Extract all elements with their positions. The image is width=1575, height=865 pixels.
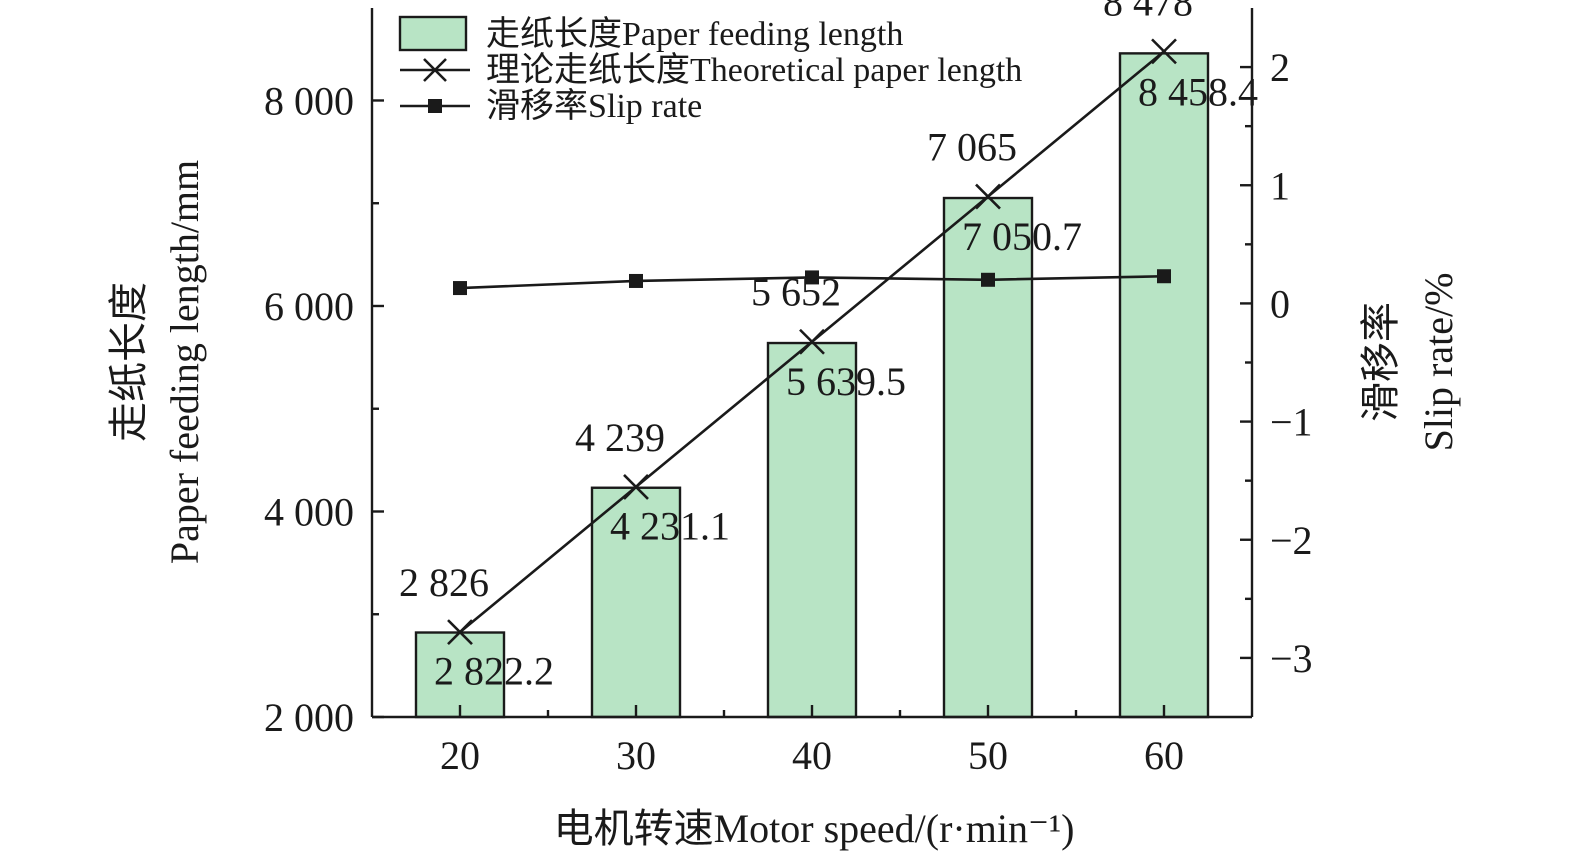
bar-label-50: 7 050.7 xyxy=(962,214,1082,259)
y2-tick-label: −3 xyxy=(1270,636,1313,681)
bar-30 xyxy=(590,486,682,719)
bar-label-20: 2 822.2 xyxy=(434,649,554,694)
theoretical-label-40: 5 652 xyxy=(751,270,841,315)
legend-bar-label: 走纸长度Paper feeding length xyxy=(486,15,903,53)
y2-axis-title-cn: 滑移率 xyxy=(1358,302,1403,422)
x-axis-title: 电机转速Motor speed/(r·min⁻¹) xyxy=(554,806,1075,851)
legend: 走纸长度Paper feeding length理论走纸长度Theoretica… xyxy=(398,15,1022,125)
y-tick-label: 2 000 xyxy=(264,695,354,740)
x-marker-stroke xyxy=(447,619,473,646)
bar-20 xyxy=(414,631,506,719)
y2-tick-label: −1 xyxy=(1270,400,1313,445)
x-marker-stroke xyxy=(1151,38,1177,65)
x-tick-label: 30 xyxy=(616,733,656,778)
x-tick-label: 20 xyxy=(440,733,480,778)
legend-square-marker xyxy=(428,99,442,113)
y2-tick-label: 0 xyxy=(1270,281,1290,326)
bar-label-30: 4 231.1 xyxy=(610,504,730,549)
legend-slip-label: 滑移率Slip rate xyxy=(486,87,702,125)
x-tick-label: 40 xyxy=(792,733,832,778)
lines-layer xyxy=(447,38,1177,646)
theoretical-label-60: 8 478 xyxy=(1103,0,1193,24)
y-axis-title-en: Paper feeding length/mm xyxy=(162,160,207,564)
y2-tick-label: 2 xyxy=(1270,45,1290,90)
axes-layer: 2 000 4 000 6 000 8 000 −3 −2 −1 0 1 2 20 30 40 50 60 电… xyxy=(106,8,1461,851)
y-tick-label: 8 000 xyxy=(264,78,354,123)
legend-theoretical-label: 理论走纸长度Theoretical paper length xyxy=(486,51,1022,89)
theoretical-point-40 xyxy=(799,328,825,355)
y2-axis-title-en: Slip rate/% xyxy=(1416,273,1461,452)
slip-rate-point-40 xyxy=(805,270,819,285)
theoretical-label-50: 7 065 xyxy=(927,125,1017,170)
labels-layer: 2 826 4 239 5 652 7 065 8 478 2 822.2 4 231.1 5… xyxy=(399,0,1258,694)
y-tick-label: 6 000 xyxy=(264,284,354,329)
slip-rate-point-60 xyxy=(1157,269,1171,284)
x-marker-stroke xyxy=(623,474,649,500)
x-marker-stroke xyxy=(799,328,825,355)
theoretical-label-30: 4 239 xyxy=(575,415,665,460)
theoretical-label-20: 2 826 xyxy=(399,560,489,605)
legend-x-marker xyxy=(423,58,447,82)
y2-tick-label: 1 xyxy=(1270,163,1290,208)
legend-bar-swatch xyxy=(398,15,468,52)
theoretical-point-30 xyxy=(623,474,649,500)
slip-rate-point-20 xyxy=(453,281,467,296)
y-axis-title-cn: 走纸长度 xyxy=(106,282,151,442)
theoretical-point-50 xyxy=(975,183,1001,210)
bar-label-60: 8 458.4 xyxy=(1138,69,1258,114)
y-tick-label: 4 000 xyxy=(264,489,354,534)
y2-tick-label: −2 xyxy=(1270,518,1313,563)
x-tick-label: 60 xyxy=(1144,733,1184,778)
theoretical-point-20 xyxy=(447,619,473,646)
bar-60 xyxy=(1118,52,1210,719)
x-marker-stroke xyxy=(975,183,1001,210)
slip-rate-point-50 xyxy=(981,272,995,287)
slip-rate-point-30 xyxy=(629,273,643,288)
theoretical-point-60 xyxy=(1151,38,1177,65)
x-tick-label: 50 xyxy=(968,733,1008,778)
bar-label-40: 5 639.5 xyxy=(786,359,906,404)
